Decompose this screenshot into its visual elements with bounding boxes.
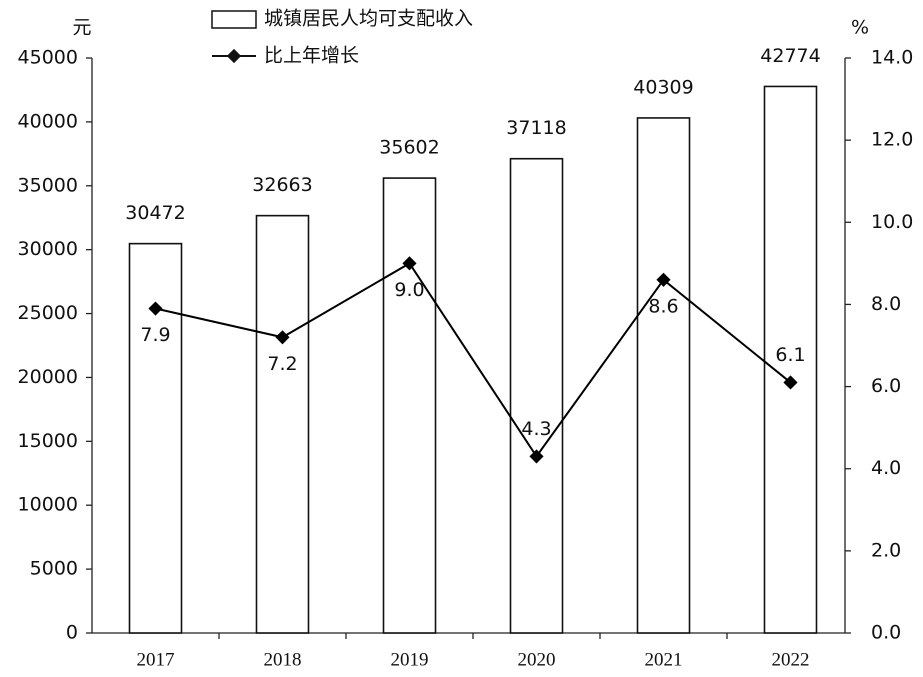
marker: [402, 256, 417, 271]
marker: [656, 272, 671, 287]
bar: [636, 117, 691, 634]
marker: [529, 449, 544, 464]
y2-tick-label: 14.0: [871, 47, 913, 69]
data-label: 42774: [760, 45, 820, 67]
y2-tick-label: 2.0: [871, 539, 901, 561]
data-label: 4.3: [521, 418, 551, 440]
y-tick-label: 20000: [18, 366, 78, 388]
data-label: 32663: [252, 174, 312, 196]
marker: [275, 330, 290, 345]
y-tick-label: 30000: [18, 238, 78, 260]
y2-tick-label: 4.0: [871, 457, 901, 479]
legend-label: 比上年增长: [264, 45, 359, 67]
y-axis-label: 元: [72, 17, 91, 39]
bar: [509, 157, 564, 634]
data-label: 6.1: [775, 344, 805, 366]
data-label: 7.2: [267, 353, 297, 375]
y-tick-label: 45000: [18, 47, 78, 69]
y2-tick-label: 6.0: [871, 375, 901, 397]
legend-marker-icon: [226, 48, 242, 64]
y-tick-label: 5000: [30, 558, 78, 580]
legend-label: 城镇居民人均可支配收入: [264, 8, 473, 30]
y-tick-label: 25000: [18, 302, 78, 324]
y2-axis-label: %: [851, 17, 869, 39]
y2-tick-label: 10.0: [871, 211, 913, 233]
bar: [763, 85, 818, 634]
bar: [382, 177, 437, 634]
data-label: 8.6: [648, 295, 678, 317]
bar: [255, 214, 310, 634]
marker: [783, 375, 798, 390]
legend-bar-icon: [211, 10, 257, 29]
y2-tick-label: 12.0: [871, 129, 913, 151]
y-tick-label: 15000: [18, 430, 78, 452]
y2-tick-label: 0.0: [871, 622, 901, 644]
data-label: 40309: [633, 76, 693, 98]
data-label: 30472: [125, 202, 185, 224]
data-label: 7.9: [140, 324, 170, 346]
y-tick-label: 40000: [18, 110, 78, 132]
marker: [148, 301, 163, 316]
data-label: 9.0: [394, 279, 424, 301]
data-label: 35602: [379, 137, 439, 159]
x-tick-label: 2017: [137, 649, 175, 670]
y-tick-label: 10000: [18, 494, 78, 516]
x-tick-label: 2021: [645, 649, 683, 670]
y-tick-label: 0: [66, 622, 78, 644]
data-label: 37118: [506, 117, 566, 139]
x-tick-label: 2020: [518, 649, 556, 670]
x-tick-label: 2022: [772, 649, 810, 670]
y-tick-label: 35000: [18, 174, 78, 196]
y2-tick-label: 8.0: [871, 293, 901, 315]
x-tick-label: 2019: [391, 649, 429, 670]
x-tick-label: 2018: [264, 649, 302, 670]
line: [155, 262, 792, 459]
